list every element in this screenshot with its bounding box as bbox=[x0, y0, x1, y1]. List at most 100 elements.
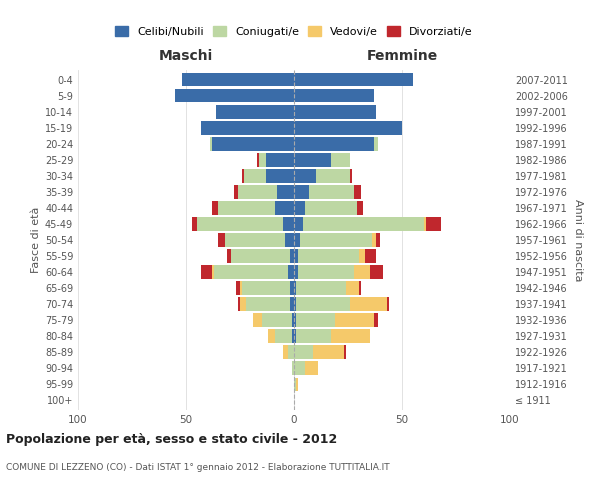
Bar bbox=[259, 153, 266, 166]
Bar bbox=[344, 346, 346, 359]
Bar bbox=[301, 233, 372, 247]
Bar bbox=[210, 137, 212, 150]
Bar bbox=[346, 282, 359, 295]
Bar bbox=[365, 249, 376, 263]
Bar bbox=[236, 282, 240, 295]
Bar bbox=[296, 282, 346, 295]
Bar bbox=[302, 217, 424, 231]
Bar bbox=[233, 185, 238, 198]
Bar bbox=[296, 314, 335, 327]
Bar bbox=[201, 266, 212, 279]
Bar bbox=[197, 217, 283, 231]
Bar bbox=[374, 314, 378, 327]
Bar bbox=[294, 378, 296, 391]
Bar bbox=[294, 346, 313, 359]
Bar bbox=[424, 217, 426, 231]
Bar bbox=[212, 137, 294, 150]
Bar bbox=[294, 217, 302, 231]
Bar bbox=[283, 346, 287, 359]
Bar bbox=[182, 73, 294, 86]
Bar bbox=[294, 185, 309, 198]
Bar bbox=[238, 185, 277, 198]
Bar bbox=[201, 121, 294, 134]
Bar bbox=[376, 233, 380, 247]
Bar bbox=[296, 298, 350, 311]
Bar bbox=[331, 153, 350, 166]
Bar bbox=[359, 249, 365, 263]
Bar bbox=[296, 378, 298, 391]
Bar bbox=[232, 249, 290, 263]
Bar bbox=[294, 233, 301, 247]
Bar bbox=[277, 185, 294, 198]
Bar bbox=[294, 330, 296, 343]
Bar bbox=[294, 89, 374, 102]
Bar bbox=[240, 282, 242, 295]
Bar bbox=[262, 314, 292, 327]
Bar bbox=[294, 121, 402, 134]
Bar bbox=[290, 298, 294, 311]
Bar bbox=[294, 105, 376, 118]
Bar bbox=[335, 314, 374, 327]
Bar bbox=[372, 233, 376, 247]
Bar bbox=[305, 362, 318, 375]
Text: Femmine: Femmine bbox=[367, 48, 437, 62]
Bar bbox=[355, 185, 361, 198]
Y-axis label: Anni di nascita: Anni di nascita bbox=[573, 198, 583, 281]
Bar bbox=[242, 282, 290, 295]
Bar bbox=[294, 249, 298, 263]
Bar bbox=[193, 217, 197, 231]
Bar bbox=[290, 282, 294, 295]
Text: Maschi: Maschi bbox=[159, 48, 213, 62]
Bar bbox=[294, 137, 374, 150]
Bar bbox=[309, 185, 355, 198]
Bar bbox=[244, 169, 266, 182]
Bar bbox=[294, 298, 296, 311]
Text: Popolazione per età, sesso e stato civile - 2012: Popolazione per età, sesso e stato civil… bbox=[6, 432, 337, 446]
Bar bbox=[275, 201, 294, 214]
Bar bbox=[294, 282, 296, 295]
Bar bbox=[292, 314, 294, 327]
Bar bbox=[175, 89, 294, 102]
Bar bbox=[283, 217, 294, 231]
Bar bbox=[331, 330, 370, 343]
Bar bbox=[359, 282, 361, 295]
Bar bbox=[287, 266, 294, 279]
Bar bbox=[240, 298, 247, 311]
Bar bbox=[294, 169, 316, 182]
Bar bbox=[214, 266, 287, 279]
Bar bbox=[257, 153, 259, 166]
Bar bbox=[316, 169, 350, 182]
Bar bbox=[350, 298, 387, 311]
Bar bbox=[374, 137, 378, 150]
Bar bbox=[355, 266, 370, 279]
Bar bbox=[268, 330, 275, 343]
Bar bbox=[292, 362, 294, 375]
Bar bbox=[218, 233, 225, 247]
Bar bbox=[292, 330, 294, 343]
Bar bbox=[296, 330, 331, 343]
Bar bbox=[266, 169, 294, 182]
Bar bbox=[286, 233, 294, 247]
Bar bbox=[294, 266, 298, 279]
Bar bbox=[294, 153, 331, 166]
Bar bbox=[247, 298, 290, 311]
Bar bbox=[218, 201, 275, 214]
Bar bbox=[275, 330, 292, 343]
Bar bbox=[242, 169, 244, 182]
Bar bbox=[212, 266, 214, 279]
Bar bbox=[294, 201, 305, 214]
Bar bbox=[294, 314, 296, 327]
Bar bbox=[370, 266, 383, 279]
Bar bbox=[266, 153, 294, 166]
Bar bbox=[225, 233, 286, 247]
Bar bbox=[294, 73, 413, 86]
Bar bbox=[212, 201, 218, 214]
Bar bbox=[287, 346, 294, 359]
Bar bbox=[298, 266, 355, 279]
Bar bbox=[305, 201, 356, 214]
Bar bbox=[298, 249, 359, 263]
Bar bbox=[253, 314, 262, 327]
Bar bbox=[356, 201, 363, 214]
Bar bbox=[350, 169, 352, 182]
Bar bbox=[294, 362, 305, 375]
